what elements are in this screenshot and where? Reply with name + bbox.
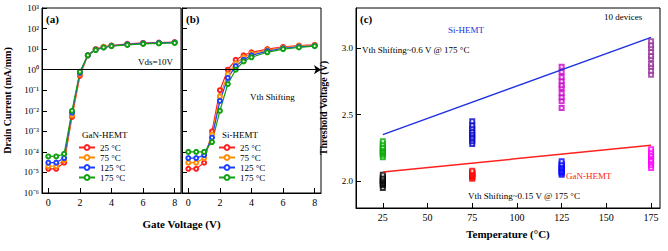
svg-text:100: 100 bbox=[509, 212, 524, 223]
svg-text:Temperature (°C): Temperature (°C) bbox=[466, 228, 550, 241]
svg-text:10³: 10³ bbox=[27, 3, 39, 13]
svg-text:125 °C: 125 °C bbox=[100, 163, 125, 173]
svg-text:0: 0 bbox=[186, 197, 191, 208]
svg-text:175 °C: 175 °C bbox=[100, 173, 125, 183]
svg-text:4: 4 bbox=[249, 197, 254, 208]
svg-text:GaN-HEMT: GaN-HEMT bbox=[566, 171, 612, 181]
svg-text:6: 6 bbox=[281, 197, 286, 208]
svg-text:Vth Shifting~0.6 V @ 175 °C: Vth Shifting~0.6 V @ 175 °C bbox=[362, 45, 469, 55]
svg-text:Vds=10V: Vds=10V bbox=[138, 57, 174, 67]
svg-text:Drain Current (mA/mm): Drain Current (mA/mm) bbox=[2, 47, 14, 153]
svg-text:10¹: 10¹ bbox=[27, 44, 39, 54]
svg-text:2.5: 2.5 bbox=[342, 110, 354, 120]
svg-text:10⁻²: 10⁻² bbox=[24, 106, 39, 116]
svg-text:75: 75 bbox=[467, 212, 477, 223]
svg-text:10⁻⁴: 10⁻⁴ bbox=[24, 147, 39, 157]
svg-text:25 °C: 25 °C bbox=[100, 143, 121, 153]
svg-text:(b): (b) bbox=[186, 13, 200, 26]
svg-text:50: 50 bbox=[423, 212, 433, 223]
svg-text:175: 175 bbox=[644, 212, 659, 223]
svg-text:2.0: 2.0 bbox=[342, 176, 354, 186]
svg-text:4: 4 bbox=[109, 197, 114, 208]
svg-text:(a): (a) bbox=[46, 13, 59, 26]
svg-text:125: 125 bbox=[554, 212, 569, 223]
svg-text:175 °C: 175 °C bbox=[240, 173, 265, 183]
svg-text:10⁻⁵: 10⁻⁵ bbox=[24, 167, 39, 177]
svg-text:8: 8 bbox=[312, 197, 317, 208]
svg-text:125 °C: 125 °C bbox=[240, 163, 265, 173]
svg-text:0: 0 bbox=[46, 197, 51, 208]
svg-text:6: 6 bbox=[141, 197, 146, 208]
svg-text:Vth Shifting~0.15 V @ 175 °C: Vth Shifting~0.15 V @ 175 °C bbox=[468, 191, 580, 201]
svg-text:2: 2 bbox=[217, 197, 222, 208]
svg-text:Vth Shifting: Vth Shifting bbox=[250, 92, 295, 102]
svg-text:Gate Voltage (V): Gate Voltage (V) bbox=[142, 218, 221, 231]
svg-text:(c): (c) bbox=[360, 13, 373, 26]
svg-text:150: 150 bbox=[599, 212, 614, 223]
svg-text:10⁰: 10⁰ bbox=[27, 65, 39, 75]
svg-text:10⁻⁶: 10⁻⁶ bbox=[24, 188, 39, 198]
svg-text:3.0: 3.0 bbox=[342, 43, 354, 53]
svg-text:25: 25 bbox=[378, 212, 388, 223]
svg-text:75 °C: 75 °C bbox=[100, 153, 121, 163]
svg-text:10⁻³: 10⁻³ bbox=[24, 126, 39, 136]
svg-text:Threshold Voltage (V): Threshold Voltage (V) bbox=[318, 61, 330, 155]
svg-text:10⁻¹: 10⁻¹ bbox=[24, 85, 39, 95]
svg-text:Si-HEMT: Si-HEMT bbox=[222, 130, 259, 140]
svg-text:10 devices: 10 devices bbox=[604, 12, 643, 22]
svg-text:10²: 10² bbox=[27, 24, 39, 34]
svg-text:25 °C: 25 °C bbox=[240, 143, 261, 153]
svg-text:Si-HEMT: Si-HEMT bbox=[448, 25, 485, 35]
svg-text:8: 8 bbox=[172, 197, 177, 208]
svg-text:2: 2 bbox=[77, 197, 82, 208]
svg-text:75 °C: 75 °C bbox=[240, 153, 261, 163]
svg-text:GaN-HEMT: GaN-HEMT bbox=[82, 130, 128, 140]
